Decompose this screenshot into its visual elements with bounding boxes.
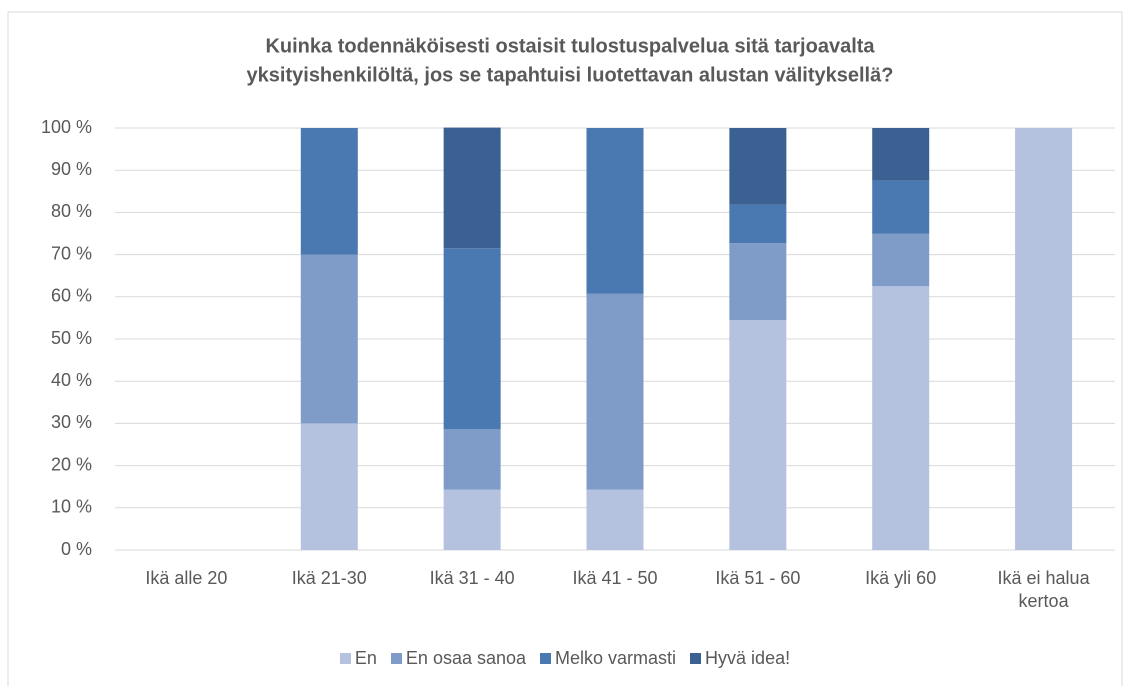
bar-segment [300, 254, 358, 424]
y-tick-label: 80 % [51, 201, 92, 221]
x-tick-label: Ikä alle 20 [145, 568, 228, 588]
x-tick-label: Ikä yli 60 [865, 568, 937, 588]
y-tick-label: 50 % [51, 328, 92, 348]
legend-swatch [540, 653, 552, 664]
bar-segment [443, 489, 501, 550]
legend-swatch [339, 653, 351, 664]
bar-segment [872, 128, 930, 181]
x-tick-label: Ikä ei halua kertoa [997, 568, 1090, 611]
x-tick-label: Ikä 51 - 60 [715, 568, 801, 588]
bar-segment [729, 243, 787, 321]
chart-title: Kuinka todennäköisesti ostaisit tulostus… [265, 35, 875, 57]
legend-item: En [339, 648, 377, 669]
bar-segment [872, 180, 930, 234]
legend-item: Hyvä idea! [690, 648, 790, 669]
x-tick-label: Ikä 31 - 40 [429, 568, 515, 588]
legend-label: Hyvä idea! [705, 648, 791, 668]
bar-segment [729, 320, 787, 550]
legend-label: En [354, 648, 377, 668]
y-tick-label: 90 % [51, 159, 92, 179]
bar-segment [872, 286, 930, 550]
legend-label: Melko varmasti [555, 648, 677, 668]
legend-swatch [690, 653, 702, 664]
legend-item: Melko varmasti [540, 648, 676, 669]
bar-segment [300, 423, 358, 550]
legend-item: En osaa sanoa [390, 648, 527, 669]
chart-frame [7, 11, 1123, 686]
x-tick-label: Ikä 41 - 50 [572, 568, 658, 588]
y-tick-label: 0 % [61, 539, 92, 559]
legend-swatch [390, 653, 402, 664]
y-tick-label: 10 % [51, 497, 92, 517]
legend: En En osaa sanoa Melko varmasti Hyvä idea! [0, 648, 1130, 669]
bar-segment [443, 248, 501, 430]
y-tick-label: 60 % [51, 286, 92, 306]
bar-segment [729, 128, 787, 205]
y-tick-label: 30 % [51, 412, 92, 432]
bar-segment [1015, 128, 1073, 550]
bar-segment [729, 204, 787, 244]
bar-segment [443, 429, 501, 490]
y-tick-label: 70 % [51, 243, 92, 263]
bar-segment [872, 233, 930, 287]
y-tick-label: 20 % [51, 454, 92, 474]
y-tick-label: 40 % [51, 370, 92, 390]
bar-segment [300, 128, 358, 255]
bar-segment [586, 489, 644, 550]
bar-segment [586, 293, 644, 490]
chart-title: yksityishenkilöltä, jos se tapahtuisi lu… [247, 64, 894, 86]
y-tick-label: 100 % [41, 117, 92, 137]
x-tick-label: Ikä 21-30 [291, 568, 367, 588]
bar-segment [586, 128, 644, 294]
bar-segment [443, 127, 501, 249]
legend-label: En osaa sanoa [405, 648, 527, 668]
